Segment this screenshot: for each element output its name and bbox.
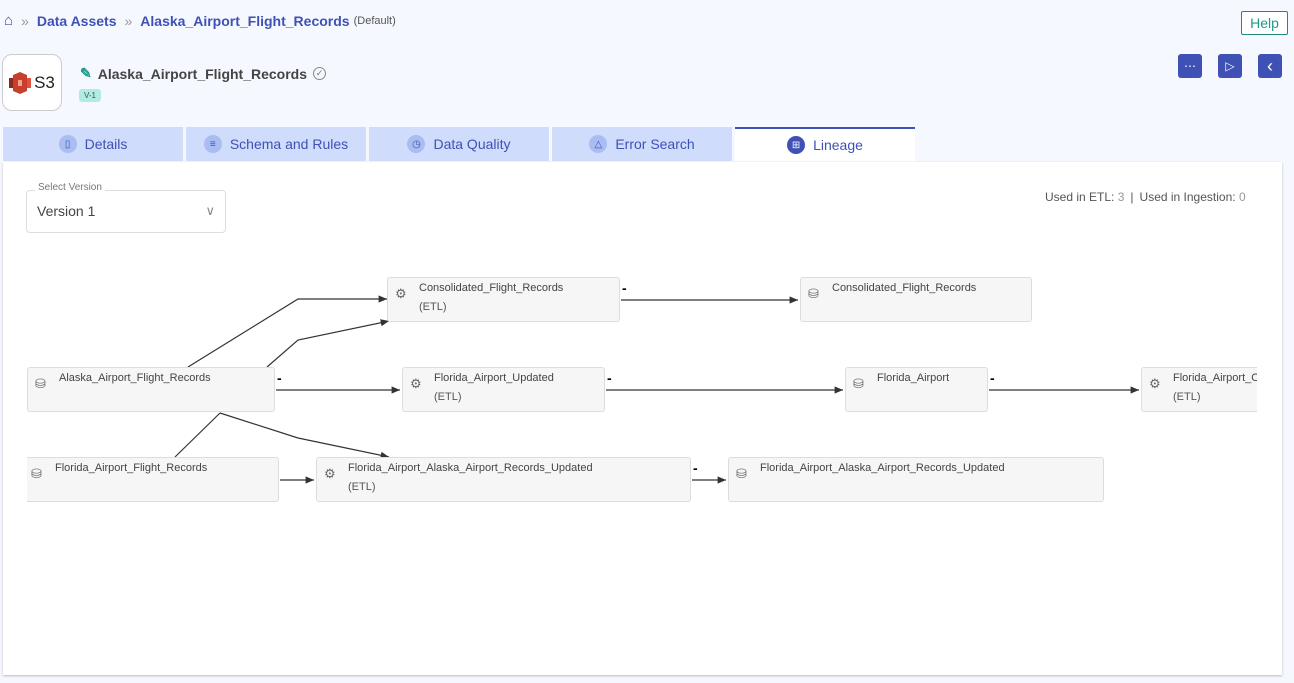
lineage-node-etl[interactable]: ⚙ Consolidated_Flight_Records (ETL): [387, 277, 620, 322]
dataset-icon: ⛁: [35, 376, 46, 391]
chevron-double-right-icon: »: [21, 12, 29, 29]
tab-label: Schema and Rules: [229, 136, 349, 152]
breadcrumb: ⌂ » Data Assets » Alaska_Airport_Flight_…: [4, 12, 396, 29]
lineage-edges: [174, 295, 1139, 484]
edit-icon[interactable]: ✎: [80, 65, 92, 81]
lineage-node-dataset[interactable]: ⛁ Florida_Airport_Flight_Records: [27, 457, 279, 502]
s3-bucket-icon: [9, 71, 32, 94]
lineage-node-dataset[interactable]: ⛁ Alaska_Airport_Flight_Records: [27, 367, 275, 412]
usage-summary: Used in ETL: 3 | Used in Ingestion: 0: [1045, 190, 1246, 204]
version-select[interactable]: Select Version Version 1 ∨: [26, 182, 226, 233]
node-type: (ETL): [348, 481, 376, 493]
asset-title-row: ✎ Alaska_Airport_Flight_Records ✓: [80, 65, 327, 82]
node-type: (ETL): [1173, 391, 1201, 403]
etl-count: 3: [1117, 190, 1125, 204]
version-select-value: Version 1: [37, 203, 96, 219]
lineage-node-etl[interactable]: ⚙ Florida_Airport_Ou (ETL): [1141, 367, 1257, 412]
lineage-node-etl[interactable]: ⚙ Florida_Airport_Alaska_Airport_Records_…: [316, 457, 691, 502]
node-label: Consolidated_Flight_Records: [419, 282, 564, 294]
lineage-graph[interactable]: - - - - - ⚙ Consolidated_Flight_Records (E…: [27, 250, 1257, 530]
node-label: Alaska_Airport_Flight_Records: [59, 372, 211, 384]
node-label: Florida_Airport_Flight_Records: [55, 462, 208, 474]
dataset-icon: ⛁: [31, 466, 42, 481]
node-label: Florida_Airport_Updated: [434, 372, 554, 384]
edge: [187, 295, 387, 368]
chevron-down-icon: ∨: [205, 203, 215, 218]
ingestion-count: 0: [1238, 190, 1246, 204]
etl-gear-icon: ⚙: [1149, 376, 1161, 391]
tab-schema-and-rules[interactable]: ≡ Schema and Rules: [186, 127, 366, 161]
edge: [174, 412, 221, 458]
lineage-node-dataset[interactable]: ⛁ Consolidated_Flight_Records: [800, 277, 1032, 322]
chevron-double-right-icon: »: [124, 12, 133, 29]
tab-label: Error Search: [615, 136, 695, 152]
breadcrumb-asset: Alaska_Airport_Flight_Records: [140, 12, 350, 29]
warning-icon: △: [589, 135, 608, 153]
history-icon: ◷: [407, 135, 426, 153]
document-icon: ▯: [58, 135, 77, 153]
tab-bar: ▯ Details ≡ Schema and Rules ◷ Data Quality…: [3, 127, 915, 161]
edge: [266, 319, 390, 368]
tab-label: Details: [84, 136, 128, 152]
sitemap-icon: ⊞: [787, 136, 806, 154]
tab-label: Data Quality: [433, 136, 511, 152]
lineage-panel: [3, 162, 1282, 675]
dataset-icon: ⛁: [736, 466, 747, 481]
version-select-label: Select Version: [35, 182, 105, 193]
help-button[interactable]: Help: [1241, 11, 1288, 35]
ingestion-label: Used in Ingestion:: [1139, 190, 1236, 204]
version-badge: V-1: [79, 89, 102, 102]
edge-label: -: [693, 460, 698, 476]
etl-label: Used in ETL:: [1045, 190, 1115, 204]
database-icon: ≡: [203, 135, 222, 153]
dataset-icon: ⛁: [808, 286, 819, 301]
edge-label: -: [277, 370, 282, 386]
verified-check-icon: ✓: [313, 67, 327, 80]
node-label: Florida_Airport_Alaska_Airport_Records_U…: [348, 462, 593, 474]
asset-title: Alaska_Airport_Flight_Records: [97, 65, 308, 82]
tab-error-search[interactable]: △ Error Search: [552, 127, 732, 161]
default-label: (Default): [353, 14, 396, 27]
home-icon[interactable]: ⌂: [4, 12, 14, 29]
breadcrumb-data-assets[interactable]: Data Assets: [36, 12, 117, 29]
etl-gear-icon: ⚙: [410, 376, 422, 391]
etl-gear-icon: ⚙: [395, 286, 407, 301]
logo-text: S3: [34, 72, 55, 92]
lineage-node-dataset[interactable]: ⛁ Florida_Airport: [845, 367, 988, 412]
edge-label: -: [607, 370, 612, 386]
tab-lineage[interactable]: ⊞ Lineage: [735, 127, 915, 161]
node-label: Consolidated_Flight_Records: [832, 282, 977, 294]
edge-label: -: [990, 370, 995, 386]
node-label: Florida_Airport_Ou: [1173, 372, 1257, 384]
lineage-node-dataset[interactable]: ⛁ Florida_Airport_Alaska_Airport_Records_…: [728, 457, 1104, 502]
node-label: Florida_Airport_Alaska_Airport_Records_U…: [760, 462, 1005, 474]
tab-label: Lineage: [813, 137, 863, 153]
node-type: (ETL): [419, 301, 447, 313]
back-button[interactable]: ‹: [1258, 54, 1282, 78]
tab-data-quality[interactable]: ◷ Data Quality: [369, 127, 549, 161]
etl-gear-icon: ⚙: [324, 466, 336, 481]
dataset-icon: ⛁: [853, 376, 864, 391]
edge-label: -: [622, 280, 627, 296]
node-type: (ETL): [434, 391, 462, 403]
divider: |: [1130, 190, 1134, 204]
run-button[interactable]: ▷: [1218, 54, 1242, 78]
tab-details[interactable]: ▯ Details: [3, 127, 183, 161]
s3-logo: S3: [2, 54, 62, 111]
more-options-button[interactable]: ⋯: [1178, 54, 1202, 78]
edge: [219, 412, 390, 459]
lineage-node-etl[interactable]: ⚙ Florida_Airport_Updated (ETL): [402, 367, 605, 412]
node-label: Florida_Airport: [877, 372, 950, 384]
